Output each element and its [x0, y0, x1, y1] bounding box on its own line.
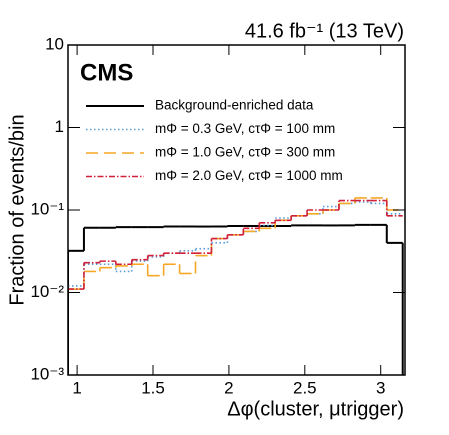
legend-label: mΦ = 1.0 GeV, cτΦ = 300 mm — [155, 145, 335, 160]
x-tick-label: 1.5 — [141, 378, 165, 397]
y-axis-label: Fraction of events/bin — [6, 114, 28, 305]
x-tick-label: 2.5 — [293, 378, 317, 397]
y-tick-label: 10⁻¹ — [30, 199, 64, 218]
chart-title: 41.6 fb⁻¹ (13 TeV) — [245, 20, 404, 42]
y-tick-label: 10 — [45, 34, 64, 53]
x-axis-label: Δφ(cluster, μtrigger) — [227, 398, 404, 420]
x-tick-label: 1 — [72, 378, 81, 397]
y-tick-label: 10⁻² — [30, 282, 64, 301]
cms-label: CMS — [80, 59, 133, 86]
frame — [67, 44, 406, 376]
y-tick-label: 10⁻³ — [30, 364, 64, 383]
x-tick-label: 3 — [376, 378, 385, 397]
legend-label: Background-enriched data — [155, 98, 314, 113]
plot-area — [68, 197, 404, 375]
legend-label: mΦ = 2.0 GeV, cτΦ = 1000 mm — [155, 168, 343, 183]
legend-label: mΦ = 0.3 GeV, cτΦ = 100 mm — [155, 121, 335, 136]
x-tick-label: 2 — [224, 378, 233, 397]
y-tick-label: 1 — [55, 117, 64, 136]
